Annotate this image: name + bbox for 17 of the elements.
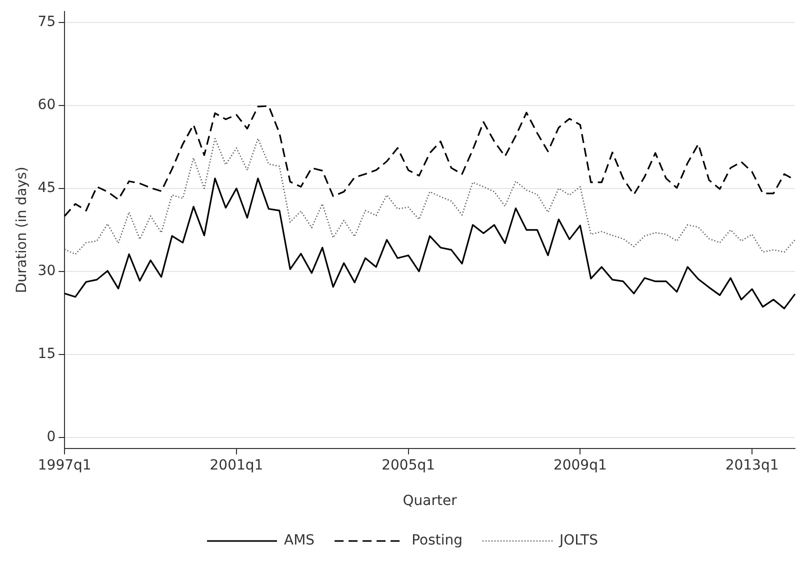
y-tick-label: 0	[46, 428, 56, 445]
line-series	[64, 138, 796, 255]
x-axis-title: Quarter	[402, 493, 458, 510]
x-tick-label: 2009q1	[553, 457, 607, 474]
x-tick-label: 2005q1	[382, 457, 436, 474]
x-tick-label: 2013q1	[725, 457, 779, 474]
y-tick-label: 60	[38, 97, 56, 114]
y-tick-label: 45	[38, 180, 56, 196]
x-tick-label: 2001q1	[210, 457, 264, 474]
y-tick-label: 15	[38, 346, 56, 362]
y-tick-label: 75	[38, 14, 56, 30]
legend-label: JOLTS	[558, 532, 598, 549]
y-tick-label: 30	[38, 263, 56, 280]
x-tick-label: 1997q1	[38, 457, 92, 474]
legend-label: Posting	[412, 532, 463, 549]
legend-label: AMS	[284, 532, 315, 549]
y-axis-title: Duration (in days)	[14, 166, 30, 294]
